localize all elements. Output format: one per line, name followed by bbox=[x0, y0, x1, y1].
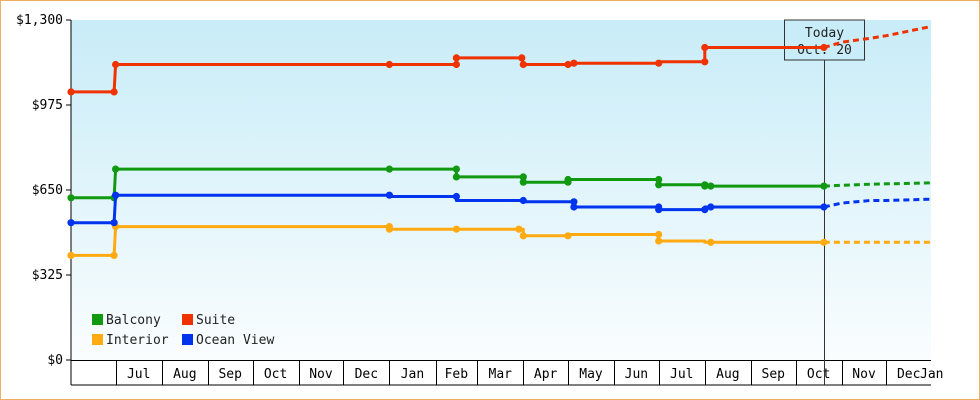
x-tick-label: Jul bbox=[127, 367, 150, 382]
x-tick-label: Mar bbox=[489, 367, 513, 382]
legend-swatch-suite bbox=[182, 314, 193, 325]
x-tick-label: Dec bbox=[897, 367, 920, 382]
data-point-suite bbox=[655, 59, 663, 67]
legend-label-interior: Interior bbox=[106, 333, 169, 348]
data-point-balcony bbox=[452, 173, 460, 181]
data-point-suite bbox=[570, 59, 578, 67]
data-point-interior bbox=[564, 232, 572, 240]
data-point-suite bbox=[112, 60, 120, 69]
series-lines bbox=[67, 25, 932, 259]
y-tick-label: $325 bbox=[32, 268, 63, 283]
legend-label-suite: Suite bbox=[196, 313, 235, 328]
x-tick-label: Apr bbox=[534, 367, 558, 382]
data-point-interior bbox=[820, 238, 828, 246]
data-point-suite bbox=[110, 88, 118, 96]
data-point-ocean-view bbox=[110, 219, 118, 227]
data-point-suite bbox=[820, 43, 828, 52]
series-line-interior bbox=[71, 225, 824, 257]
data-point-balcony bbox=[701, 182, 709, 190]
data-point-ocean-view bbox=[655, 206, 663, 214]
data-point-balcony bbox=[820, 182, 828, 190]
data-point-interior bbox=[110, 251, 118, 259]
x-tick-label: Aug bbox=[173, 367, 196, 382]
forecast-line-suite bbox=[823, 25, 932, 49]
x-tick-label: Jul bbox=[670, 367, 693, 382]
x-tick-label: Aug bbox=[716, 367, 739, 382]
y-tick-label: $650 bbox=[32, 183, 63, 198]
data-point-suite bbox=[67, 88, 75, 96]
x-tick-label: Nov bbox=[309, 367, 333, 382]
plot-area bbox=[71, 20, 931, 360]
data-point-interior bbox=[655, 237, 663, 245]
x-tick-label: Dec bbox=[355, 367, 378, 382]
data-point-ocean-view bbox=[820, 203, 828, 211]
legend-label-balcony: Balcony bbox=[106, 313, 161, 328]
data-point-ocean-view bbox=[385, 191, 393, 199]
data-point-interior bbox=[385, 225, 393, 233]
y-tick-label: $0 bbox=[47, 353, 63, 368]
forecast-line-ocean-view bbox=[823, 197, 932, 209]
data-point-suite bbox=[701, 58, 709, 66]
today-label: Today bbox=[805, 26, 844, 41]
data-point-interior bbox=[707, 238, 715, 246]
data-point-balcony bbox=[707, 182, 715, 190]
data-point-ocean-view bbox=[112, 191, 120, 199]
data-point-ocean-view bbox=[707, 203, 715, 211]
data-point-balcony bbox=[385, 165, 393, 173]
data-point-suite bbox=[452, 54, 460, 62]
data-point-ocean-view bbox=[701, 206, 709, 214]
legend-label-ocean-view: Ocean View bbox=[196, 333, 274, 348]
data-point-ocean-view bbox=[570, 198, 578, 206]
data-point-ocean-view bbox=[570, 203, 578, 211]
x-tick-label: Jan bbox=[401, 367, 424, 382]
data-point-ocean-view bbox=[452, 192, 460, 201]
data-point-balcony bbox=[519, 173, 527, 181]
x-tick-label: Oct bbox=[264, 367, 287, 382]
data-point-balcony bbox=[564, 175, 572, 184]
data-point-balcony bbox=[112, 165, 120, 173]
data-point-balcony bbox=[655, 175, 663, 184]
data-point-interior bbox=[452, 225, 460, 233]
x-tick-label: Nov bbox=[852, 367, 876, 382]
data-point-balcony bbox=[655, 181, 663, 189]
data-point-balcony bbox=[67, 194, 75, 202]
legend-swatch-ocean-view bbox=[182, 334, 193, 345]
y-tick-label: $975 bbox=[32, 98, 63, 113]
legend: Balcony Suite Interior Ocean View bbox=[92, 313, 274, 348]
forecast-line-balcony bbox=[823, 181, 932, 188]
data-point-suite bbox=[518, 54, 526, 62]
x-tick-label: Oct bbox=[807, 367, 830, 382]
data-point-interior bbox=[515, 225, 523, 233]
data-point-suite bbox=[385, 60, 393, 69]
x-tick-label: May bbox=[579, 367, 603, 382]
x-tick-label: Feb bbox=[445, 367, 469, 382]
data-point-suite bbox=[701, 43, 709, 52]
data-point-interior bbox=[519, 232, 527, 240]
data-point-interior bbox=[67, 251, 75, 259]
data-point-balcony bbox=[519, 178, 527, 186]
data-point-suite bbox=[564, 60, 572, 69]
today-box bbox=[784, 19, 865, 61]
x-tick-label: Sep bbox=[762, 367, 786, 382]
x-tick-label: Jan bbox=[920, 367, 943, 382]
data-point-ocean-view bbox=[67, 219, 75, 227]
data-point-interior bbox=[655, 230, 663, 239]
data-point-suite bbox=[452, 60, 460, 69]
data-point-suite bbox=[519, 60, 527, 69]
x-tick-label: Sep bbox=[218, 367, 242, 382]
x-tick-label: Jun bbox=[625, 367, 648, 382]
data-point-ocean-view bbox=[519, 196, 527, 205]
legend-swatch-interior bbox=[92, 334, 103, 345]
data-point-balcony bbox=[452, 165, 460, 173]
y-tick-label: $1,300 bbox=[16, 13, 63, 28]
legend-swatch-balcony bbox=[92, 314, 103, 325]
